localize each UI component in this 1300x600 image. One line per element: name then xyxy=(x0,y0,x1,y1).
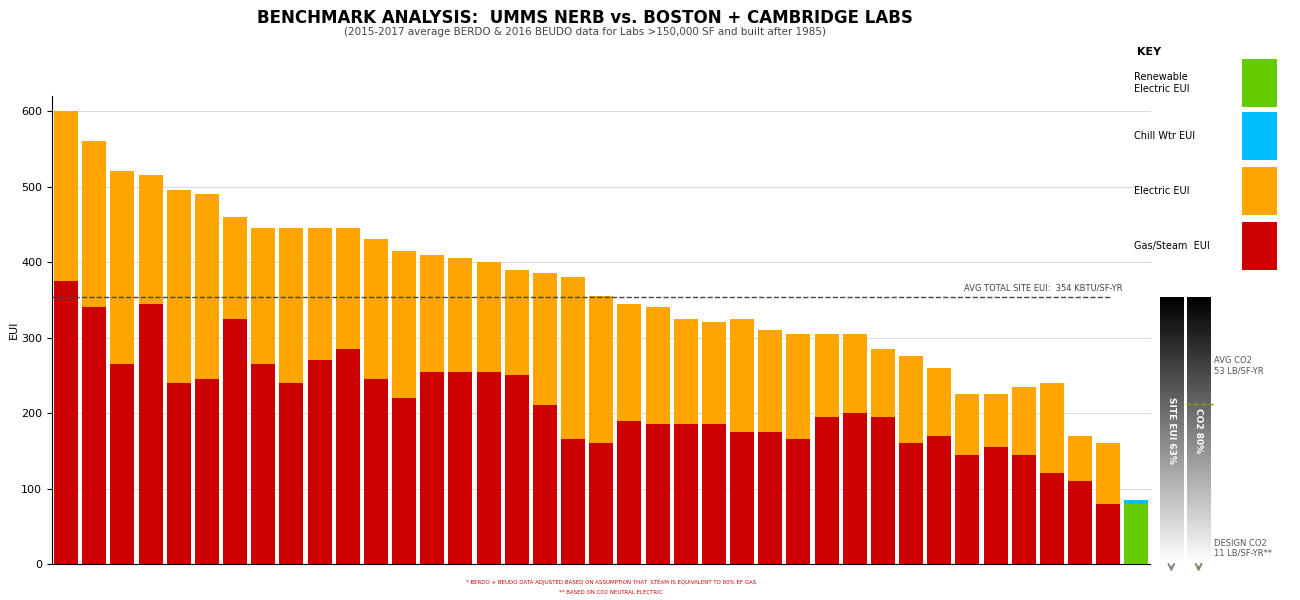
Bar xyxy=(533,274,556,406)
Bar xyxy=(166,383,191,564)
Bar xyxy=(55,281,78,564)
Bar xyxy=(224,319,247,564)
Bar xyxy=(420,371,445,564)
Bar xyxy=(195,379,218,564)
Bar xyxy=(786,334,810,439)
Bar xyxy=(956,394,979,455)
Bar xyxy=(477,262,500,371)
Text: CO2 80%: CO2 80% xyxy=(1195,408,1202,453)
Bar xyxy=(758,330,783,432)
Bar xyxy=(927,368,952,436)
Bar xyxy=(364,239,387,379)
Text: DESIGN CO2
11 LB/SF-YR**: DESIGN CO2 11 LB/SF-YR** xyxy=(1214,539,1273,558)
Bar xyxy=(842,334,867,413)
Bar xyxy=(927,436,952,564)
Bar xyxy=(815,417,838,564)
Text: BENCHMARK ANALYSIS:  UMMS NERB vs. BOSTON + CAMBRIDGE LABS: BENCHMARK ANALYSIS: UMMS NERB vs. BOSTON… xyxy=(257,9,913,27)
Bar xyxy=(673,424,698,564)
Bar xyxy=(1011,386,1036,455)
Bar xyxy=(1069,436,1092,481)
Bar xyxy=(504,375,529,564)
Bar xyxy=(900,356,923,443)
Bar xyxy=(195,194,218,379)
Bar xyxy=(673,319,698,424)
Bar xyxy=(871,349,894,417)
Bar xyxy=(758,432,783,564)
Bar xyxy=(1124,503,1148,564)
Bar xyxy=(139,304,162,564)
Bar xyxy=(1096,503,1121,564)
Bar xyxy=(1124,500,1148,503)
Text: KEY: KEY xyxy=(1138,47,1162,57)
Bar xyxy=(1242,112,1277,160)
Text: * BERDO + BEUDO DATA ADJUSTED BASED ON ASSUMPTION THAT  STEAM IS EQUIVALENT TO 8: * BERDO + BEUDO DATA ADJUSTED BASED ON A… xyxy=(465,580,757,585)
Bar xyxy=(1242,222,1277,270)
Bar xyxy=(1069,481,1092,564)
Bar xyxy=(393,398,416,564)
Text: Chill Wtr EUI: Chill Wtr EUI xyxy=(1134,131,1196,140)
Bar xyxy=(533,406,556,564)
Text: AVG CO2
53 LB/SF-YR: AVG CO2 53 LB/SF-YR xyxy=(1214,356,1264,376)
Bar xyxy=(646,424,670,564)
Bar xyxy=(589,443,614,564)
Bar xyxy=(702,322,725,424)
Text: AVG TOTAL SITE EUI:  354 KBTU/SF-YR: AVG TOTAL SITE EUI: 354 KBTU/SF-YR xyxy=(965,283,1123,292)
Text: SITE EUI 63%: SITE EUI 63% xyxy=(1167,397,1175,464)
Bar xyxy=(82,141,107,307)
Bar xyxy=(393,251,416,398)
Bar xyxy=(842,413,867,564)
Bar xyxy=(956,455,979,564)
Bar xyxy=(815,334,838,417)
Bar xyxy=(111,364,134,564)
Text: ** BASED ON CO2 NEUTRAL ELECTRIC: ** BASED ON CO2 NEUTRAL ELECTRIC xyxy=(559,590,663,595)
Bar xyxy=(1040,473,1063,564)
Text: Electric EUI: Electric EUI xyxy=(1134,186,1190,196)
Bar xyxy=(562,277,585,439)
Bar xyxy=(280,228,303,383)
Bar xyxy=(1124,503,1148,564)
Bar xyxy=(871,417,894,564)
Text: (2015-2017 average BERDO & 2016 BEUDO data for Labs >150,000 SF and built after : (2015-2017 average BERDO & 2016 BEUDO da… xyxy=(344,27,826,37)
Bar xyxy=(562,439,585,564)
Bar xyxy=(55,111,78,281)
Bar xyxy=(308,360,332,564)
Bar xyxy=(224,217,247,319)
Bar xyxy=(702,424,725,564)
Bar xyxy=(166,190,191,383)
Bar xyxy=(111,172,134,364)
Bar xyxy=(335,349,360,564)
Bar xyxy=(731,432,754,564)
Bar xyxy=(280,383,303,564)
Bar xyxy=(1124,500,1148,503)
Bar xyxy=(618,304,641,421)
Bar xyxy=(618,421,641,564)
Text: Gas/Steam  EUI: Gas/Steam EUI xyxy=(1134,241,1210,251)
Bar xyxy=(1096,443,1121,503)
Bar xyxy=(251,364,276,564)
Bar xyxy=(786,439,810,564)
Bar xyxy=(1040,383,1063,473)
Bar xyxy=(984,394,1008,447)
Bar xyxy=(504,269,529,375)
Bar xyxy=(589,296,614,443)
Bar xyxy=(731,319,754,432)
Bar xyxy=(364,379,387,564)
Bar xyxy=(1242,167,1277,215)
Bar xyxy=(984,447,1008,564)
Bar xyxy=(1242,59,1277,107)
Bar xyxy=(308,228,332,360)
Bar xyxy=(335,228,360,349)
Bar xyxy=(251,228,276,364)
Bar xyxy=(448,258,472,371)
Bar xyxy=(900,443,923,564)
Text: Renewable
Electric EUI: Renewable Electric EUI xyxy=(1134,72,1190,94)
Bar xyxy=(82,307,107,564)
Bar xyxy=(139,175,162,304)
Bar xyxy=(1011,455,1036,564)
Bar xyxy=(477,371,500,564)
Bar xyxy=(448,371,472,564)
Bar xyxy=(420,254,445,371)
Y-axis label: EUI: EUI xyxy=(8,321,18,339)
Bar xyxy=(646,307,670,424)
